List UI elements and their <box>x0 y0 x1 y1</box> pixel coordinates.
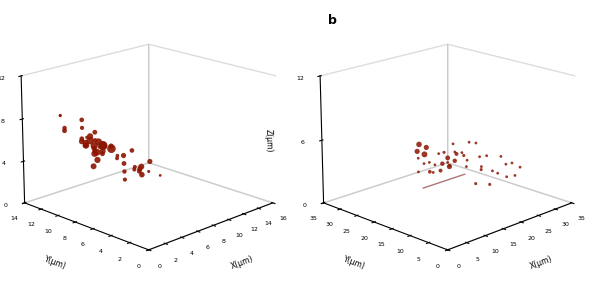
Text: b: b <box>328 14 336 27</box>
X-axis label: X(µm): X(µm) <box>229 255 254 271</box>
X-axis label: X(µm): X(µm) <box>528 255 553 271</box>
Y-axis label: Y(µm): Y(µm) <box>342 255 367 271</box>
Y-axis label: Y(µm): Y(µm) <box>43 255 68 271</box>
